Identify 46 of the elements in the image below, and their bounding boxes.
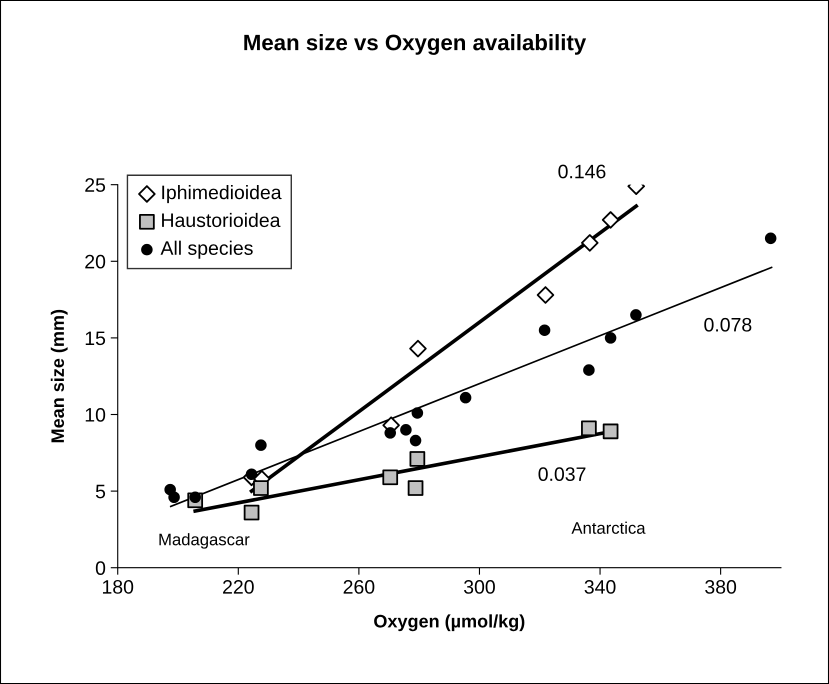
x-tick-label: 380 xyxy=(705,580,736,594)
point xyxy=(244,504,260,520)
point xyxy=(409,340,427,358)
point xyxy=(536,286,554,304)
x-tick-label: 300 xyxy=(464,580,495,594)
point xyxy=(412,407,424,419)
point xyxy=(630,309,642,321)
point xyxy=(581,234,599,252)
x-axis-title: Oxygen (µmol/kg) xyxy=(374,614,524,632)
y-tick-label: 5 xyxy=(96,484,106,498)
y-tick-label: 20 xyxy=(85,254,106,269)
point xyxy=(255,439,267,451)
y-tick-label: 15 xyxy=(86,332,106,346)
x-tick-label: 220 xyxy=(223,580,254,594)
point xyxy=(460,392,472,404)
point xyxy=(400,424,412,436)
point xyxy=(602,424,618,440)
annotation: 0.037 xyxy=(538,467,586,482)
point xyxy=(764,232,776,244)
text: 0.146 xyxy=(558,164,606,178)
x-tick-label: 340 xyxy=(584,580,616,594)
point xyxy=(410,451,426,467)
point xyxy=(168,491,180,504)
point xyxy=(253,480,269,496)
chart-title: Mean size vs Oxygen availability xyxy=(244,34,586,55)
annotation: 0.078 xyxy=(704,318,752,332)
point xyxy=(602,211,620,229)
point xyxy=(384,427,396,439)
point xyxy=(410,434,422,446)
y-tick-label: 0 xyxy=(96,561,106,575)
y-axis-title: Mean size (mm) xyxy=(50,310,68,442)
x-tick-label: 180 xyxy=(102,580,134,594)
legend-label: Iphimedioidea xyxy=(162,184,282,204)
point xyxy=(408,480,424,496)
point xyxy=(583,364,595,376)
y-tick-label: 25 xyxy=(85,178,106,192)
point xyxy=(538,324,550,336)
legend-label: Haustorioidea xyxy=(162,212,280,228)
x-tick-label: 260 xyxy=(344,580,374,594)
annotation: Madagascar xyxy=(159,533,250,549)
y-tick-label: 10 xyxy=(86,408,106,422)
point xyxy=(581,420,597,436)
annotation: Antarctica xyxy=(571,522,646,534)
point xyxy=(604,332,616,344)
point xyxy=(382,469,398,486)
legend-label: All species xyxy=(160,240,253,259)
